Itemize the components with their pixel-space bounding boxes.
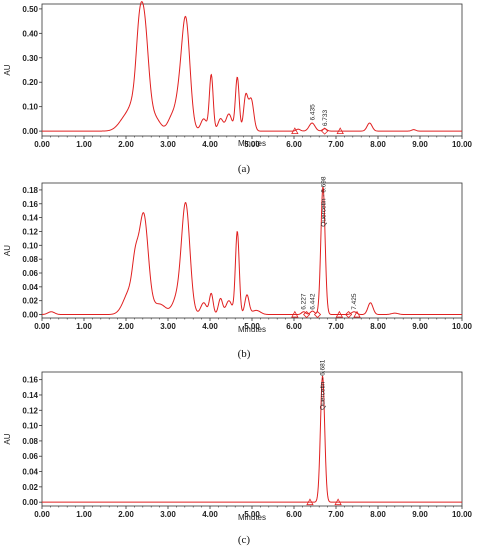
- x-tick-label: 7.00: [328, 322, 344, 331]
- y-tick-label: 0.00: [22, 498, 38, 507]
- y-tick-label: 0.50: [22, 5, 38, 14]
- y-tick-label: 0.00: [22, 127, 38, 136]
- x-tick-label: 7.00: [328, 510, 344, 519]
- x-tick-label: 5.00: [244, 322, 260, 331]
- y-tick-label: 0.12: [22, 227, 38, 236]
- plot-frame: [41, 182, 463, 319]
- x-tick-label: 9.00: [412, 510, 428, 519]
- y-tick-label: 0.04: [22, 468, 38, 477]
- integration-start-marker: [291, 310, 299, 318]
- integration-split-marker: [303, 310, 311, 319]
- x-tick-label: 8.00: [370, 140, 386, 149]
- y-tick-label: 0.16: [22, 200, 38, 209]
- y-tick-label: 0.06: [22, 269, 38, 278]
- y-axis-title: AU: [3, 64, 12, 75]
- y-tick-label: 0.02: [22, 297, 38, 306]
- x-tick-label: 9.00: [412, 140, 428, 149]
- y-tick-label: 0.14: [22, 214, 38, 223]
- chart-panel-a: 0.00 0.10 0.20 0.30 0.40 0.50 0.00 1.00 2.00 3.00…: [3, 0, 473, 175]
- y-tick-label: 0.10: [22, 103, 38, 112]
- y-tick-label: 0.08: [22, 255, 38, 264]
- peak-label: Quercetin - 6.681: [320, 359, 327, 410]
- y-tick-label: 0.00: [22, 311, 38, 320]
- plot-frame: [41, 371, 463, 507]
- y-tick-label: 0.16: [22, 376, 38, 385]
- x-tick-label: 10.00: [452, 322, 473, 331]
- panel-caption: (a): [238, 163, 251, 175]
- x-tick-label: 1.00: [76, 140, 92, 149]
- y-tick-label: 0.10: [22, 422, 38, 431]
- y-tick-label: 0.02: [22, 483, 38, 492]
- x-tick-label: 10.00: [452, 510, 473, 519]
- integration-start-marker: [291, 127, 299, 135]
- x-tick-label: 9.00: [412, 322, 428, 331]
- y-tick-label: 0.14: [22, 391, 38, 400]
- x-tick-label: 0.00: [34, 140, 50, 149]
- x-tick-label: 7.00: [328, 140, 344, 149]
- x-tick-label: 6.00: [286, 140, 302, 149]
- x-tick-label: 8.00: [370, 322, 386, 331]
- x-tick-label: 5.00: [244, 510, 260, 519]
- chart-panel-b: 0.00 0.02 0.04 0.06 0.08 0.10 0.12 0.14 0.16 0.18…: [3, 176, 473, 360]
- x-tick-label: 6.00: [286, 322, 302, 331]
- integration-start-marker: [353, 310, 361, 318]
- x-tick-label: 4.00: [202, 322, 218, 331]
- peak-label: 6.733: [322, 110, 329, 127]
- y-tick-label: 0.18: [22, 186, 38, 195]
- x-tick-label: 10.00: [452, 140, 473, 149]
- y-tick-label: 0.40: [22, 29, 38, 38]
- plot-frame: [41, 3, 463, 137]
- integration-split-marker: [345, 310, 353, 319]
- x-tick-label: 5.00: [244, 140, 260, 149]
- y-tick-label: 0.06: [22, 452, 38, 461]
- y-tick-label: 0.04: [22, 283, 38, 292]
- x-tick-label: 4.00: [202, 140, 218, 149]
- integration-start-marker: [336, 127, 344, 135]
- x-tick-label: 8.00: [370, 510, 386, 519]
- x-tick-label: 3.00: [160, 322, 176, 331]
- x-tick-label: 4.00: [202, 510, 218, 519]
- x-axis-title: Minutes: [238, 325, 266, 334]
- integration-start-marker: [306, 498, 314, 506]
- y-tick-label: 0.10: [22, 241, 38, 250]
- x-tick-label: 0.00: [34, 510, 50, 519]
- x-tick-label: 0.00: [34, 322, 50, 331]
- chromatogram-trace: [42, 375, 462, 503]
- chromatogram-trace: [42, 0, 462, 132]
- y-tick-label: 0.12: [22, 406, 38, 415]
- x-tick-label: 2.00: [118, 322, 134, 331]
- y-tick-label: 0.20: [22, 78, 38, 87]
- chart-panel-c: 0.00 0.02 0.04 0.06 0.08 0.10 0.12 0.14 0.16 0.00…: [3, 359, 473, 546]
- x-tick-label: 1.00: [76, 322, 92, 331]
- x-tick-label: 3.00: [160, 140, 176, 149]
- integration-split-marker: [313, 310, 322, 319]
- peak-label: 7.425: [351, 293, 358, 310]
- y-axis-title: AU: [3, 245, 12, 256]
- x-tick-label: 6.00: [286, 510, 302, 519]
- x-axis-title: Minutes: [238, 139, 266, 148]
- panel-caption: (c): [238, 534, 251, 546]
- panel-caption: (b): [238, 348, 251, 360]
- x-tick-label: 3.00: [160, 510, 176, 519]
- x-tick-label: 2.00: [118, 510, 134, 519]
- x-tick-label: 1.00: [76, 510, 92, 519]
- peak-label: Quercetin - 6.698: [320, 176, 327, 227]
- peak-label: 6.442: [310, 293, 317, 310]
- peak-label: 6.435: [309, 104, 316, 121]
- x-axis-title: Minutes: [238, 513, 266, 522]
- y-tick-label: 0.30: [22, 54, 38, 63]
- x-tick-label: 2.00: [118, 140, 134, 149]
- chromatogram-trace: [41, 186, 462, 316]
- integration-start-marker: [335, 310, 344, 318]
- y-tick-label: 0.08: [22, 437, 38, 446]
- integration-start-marker: [334, 498, 342, 506]
- integration-split-marker: [321, 127, 329, 135]
- peak-label: 6.227: [301, 293, 308, 310]
- y-axis-title: AU: [3, 433, 12, 444]
